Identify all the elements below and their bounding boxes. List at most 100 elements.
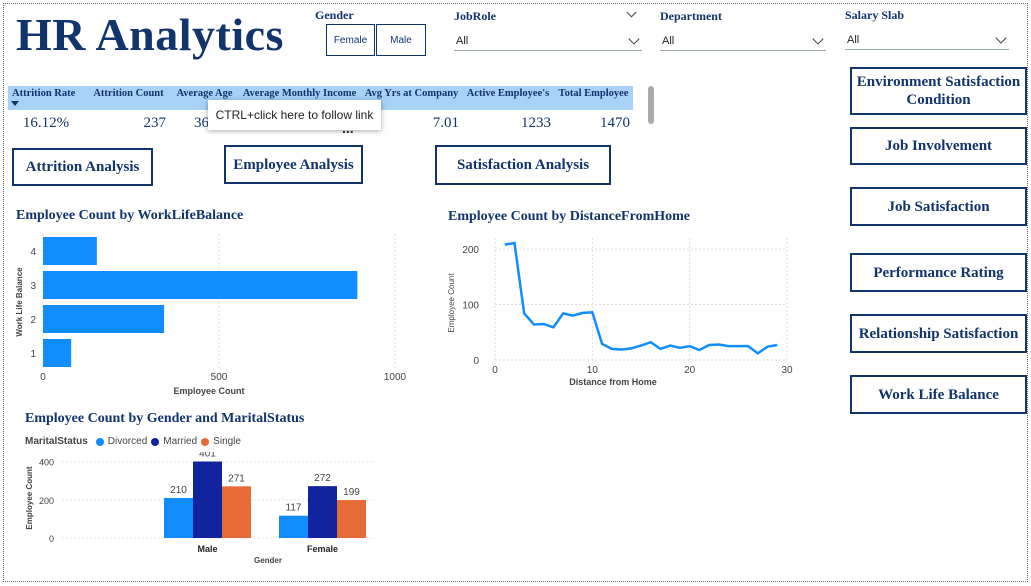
bar-worklife-2	[43, 305, 165, 333]
y-tick-label: 100	[462, 301, 479, 312]
x-tick-label: 500	[211, 372, 228, 383]
bar-female-married	[308, 486, 337, 538]
legend-title: MaritalStatus	[25, 436, 88, 447]
bar-male-married	[193, 461, 222, 538]
kpi-header-attrition-rate[interactable]: Attrition Rate	[8, 86, 86, 110]
bar-worklife-1	[43, 339, 72, 367]
bar-male-divorced	[164, 497, 193, 538]
kpi-scrollbar[interactable]	[648, 86, 654, 124]
sort-descending-icon	[11, 101, 19, 106]
report-canvas	[3, 3, 1028, 582]
kpi-header-active-employees[interactable]: Active Employee's	[466, 88, 550, 99]
department-dropdown[interactable]: All	[660, 31, 826, 51]
data-label: 401	[199, 452, 216, 460]
data-label: 272	[314, 473, 331, 484]
bar-female-divorced	[279, 515, 308, 538]
kpi-header-avg-monthly-income[interactable]: Average Monthly Income	[242, 88, 357, 99]
satisfaction-analysis-button[interactable]: Satisfaction Analysis	[435, 145, 611, 185]
gender-male-button[interactable]: Male	[376, 24, 426, 56]
chevron-down-icon	[995, 31, 1007, 44]
department-slicer-label: Department	[660, 9, 722, 23]
y-axis-label: Work Life Balance	[15, 267, 24, 337]
kpi-header-average-age[interactable]: Average Age	[176, 88, 233, 99]
side-nav-relationship-satisfaction[interactable]: Relationship Satisfaction	[850, 314, 1027, 353]
legend-label-married[interactable]: Married	[163, 436, 198, 447]
chevron-down-icon	[628, 32, 640, 45]
y-tick-label: 0	[473, 356, 479, 367]
jobrole-collapse-icon[interactable]	[626, 7, 638, 19]
y-tick-label: 200	[462, 245, 479, 256]
gender-slicer-label: Gender	[315, 8, 354, 22]
side-nav-job-satisfaction[interactable]: Job Satisfaction	[850, 187, 1027, 226]
kpi-total-employee: 1470	[600, 114, 630, 131]
side-nav-work-life-balance[interactable]: Work Life Balance	[850, 375, 1027, 414]
worklife-chart: 0 500 1000 4 3 2 1 Employee Count Work Life Bala…	[15, 234, 407, 396]
gender-chart: 0 200 400 210 401 271 Male 117 272 199 Female Gende…	[25, 452, 375, 565]
legend-label-single[interactable]: Single	[213, 436, 241, 447]
bar-worklife-4	[43, 237, 97, 265]
link-tooltip: CTRL+click here to follow link	[208, 100, 381, 130]
kpi-header-avg-yrs-company[interactable]: Avg Yrs at Company	[364, 88, 459, 99]
jobrole-slicer-label: JobRole	[454, 9, 496, 23]
legend-dot-single	[201, 437, 210, 446]
data-label: 199	[343, 487, 360, 498]
y-tick-label: 3	[30, 281, 36, 292]
x-axis-label: Employee Count	[173, 386, 244, 396]
x-axis-label: Distance from Home	[569, 377, 657, 387]
bar-worklife-3	[43, 271, 358, 299]
x-tick-label: 1000	[384, 372, 407, 383]
x-tick-label: Male	[197, 544, 217, 554]
distance-chart: 0 100 200 0 10 20 30 Distance from Home Employee…	[447, 238, 793, 387]
kpi-attrition-count: 237	[143, 114, 167, 131]
x-axis-label: Gender	[254, 556, 282, 565]
distance-chart-title: Employee Count by DistanceFromHome	[448, 209, 690, 224]
kpi-value-row: 16.12% 237 36 7.01 1233 1470	[8, 112, 633, 134]
data-label: 271	[228, 473, 245, 484]
y-tick-label: 0	[49, 534, 54, 544]
worklife-chart-title: Employee Count by WorkLifeBalance	[16, 208, 244, 223]
legend-label-divorced[interactable]: Divorced	[107, 436, 148, 447]
kpi-avg-yrs-company: 7.01	[432, 114, 459, 131]
y-tick-label: 2	[30, 315, 36, 326]
jobrole-dropdown-value: All	[456, 34, 469, 47]
kpi-active-employees: 1233	[521, 114, 551, 131]
kpi-attrition-rate: 16.12%	[22, 114, 70, 131]
kpi-header-total-employee[interactable]: Total Employee	[558, 88, 629, 99]
y-axis-label: Employee Count	[25, 466, 34, 529]
gender-chart-title: Employee Count by Gender and MaritalStat…	[25, 411, 305, 426]
x-tick-label: 30	[781, 365, 793, 376]
page-title: HR Analytics	[16, 9, 284, 60]
bar-female-single	[337, 500, 366, 538]
series-line-employee-count	[504, 241, 778, 355]
kpi-header-label: Attrition Rate	[12, 88, 76, 99]
salary-dropdown-value: All	[847, 33, 860, 46]
department-dropdown-value: All	[662, 34, 675, 47]
attrition-analysis-button[interactable]: Attrition Analysis	[12, 148, 153, 186]
side-nav-performance-rating[interactable]: Performance Rating	[850, 253, 1027, 292]
legend-dot-married	[151, 437, 160, 446]
chevron-down-icon	[812, 32, 824, 45]
y-tick-label: 1	[30, 349, 36, 360]
gender-female-button[interactable]: Female	[326, 24, 375, 56]
x-tick-label: 0	[492, 365, 498, 376]
jobrole-dropdown[interactable]: All	[454, 31, 642, 51]
y-axis-label: Employee Count	[447, 273, 456, 333]
side-nav-job-involvement[interactable]: Job Involvement	[850, 127, 1027, 165]
salary-slicer-label: Salary Slab	[845, 8, 905, 22]
x-tick-label: 10	[587, 365, 599, 376]
data-label: 210	[170, 485, 187, 496]
y-tick-label: 400	[39, 458, 54, 468]
x-tick-label: 20	[684, 365, 696, 376]
kpi-header-attrition-count[interactable]: Attrition Count	[93, 88, 164, 99]
x-tick-label: Female	[307, 544, 338, 554]
marital-legend: MaritalStatus Divorced Married Single	[25, 436, 241, 447]
side-nav-environment-satisfaction[interactable]: Environment Satisfaction Condition	[850, 67, 1027, 115]
legend-dot-divorced	[95, 437, 104, 446]
kpi-average-age: 36	[194, 114, 209, 131]
employee-analysis-button[interactable]: Employee Analysis	[224, 145, 363, 184]
y-tick-label: 4	[30, 247, 36, 258]
salary-dropdown[interactable]: All	[845, 30, 1009, 50]
bar-male-single	[222, 486, 251, 538]
data-label: 117	[286, 503, 302, 514]
y-tick-label: 200	[39, 496, 54, 506]
